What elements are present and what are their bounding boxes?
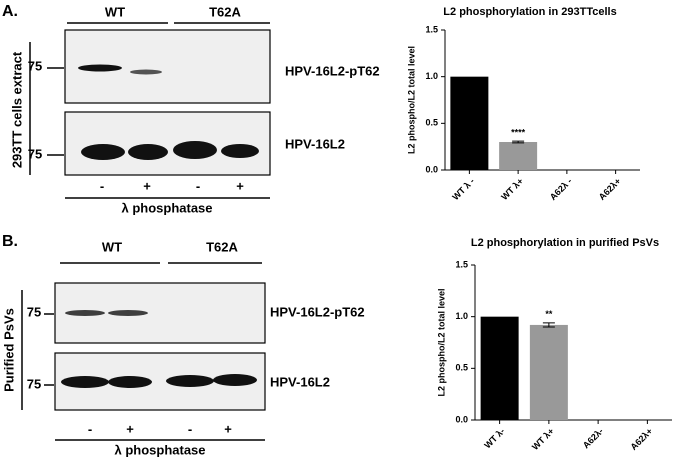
significance: ** <box>545 309 553 319</box>
x-tick-label: A62λ - <box>548 176 574 202</box>
lane-label: + <box>126 421 134 436</box>
y-axis-label: L2 phospho/L2 total level <box>436 288 446 396</box>
y-tick-label: 0.5 <box>455 363 468 373</box>
x-tick-label: A62λ- <box>581 426 605 450</box>
blot-name: HPV-16L2 <box>270 374 330 389</box>
y-tick-label: 0.0 <box>455 414 468 424</box>
lane-label: + <box>224 421 232 436</box>
band <box>166 375 214 387</box>
y-tick-label: 0.5 <box>425 118 438 128</box>
band <box>108 376 152 388</box>
group-label: T62A <box>209 4 241 19</box>
band <box>130 69 162 75</box>
band <box>173 141 217 159</box>
band <box>221 144 259 158</box>
group-label: T62A <box>206 239 238 254</box>
bar <box>499 142 538 170</box>
marker: 75 <box>28 146 42 161</box>
group-label: WT <box>105 4 125 19</box>
band <box>61 376 109 388</box>
significance: **** <box>511 127 526 137</box>
lane-label: - <box>196 178 200 193</box>
side-label: Purified PsVs <box>1 308 16 392</box>
y-tick-label: 0.0 <box>425 164 438 174</box>
x-tick-label: WT λ- <box>482 426 506 450</box>
y-tick-label: 1.0 <box>425 71 438 81</box>
chart-title: L2 phosphorylation in 293TTcells <box>443 6 616 18</box>
band <box>78 64 122 72</box>
x-tick-label: WT λ+ <box>530 426 556 452</box>
group-label: WT <box>102 239 122 254</box>
panel-label: A. <box>2 3 18 20</box>
lane-label: - <box>188 421 192 436</box>
treatment: λ phosphatase <box>121 200 212 215</box>
treatment: λ phosphatase <box>114 442 205 457</box>
band <box>81 144 125 160</box>
x-tick-label: WT λ - <box>450 176 476 202</box>
lane-label: - <box>88 421 92 436</box>
x-tick-label: A62λ+ <box>597 176 623 202</box>
y-tick-label: 1.5 <box>455 259 468 269</box>
y-tick-label: 1.0 <box>455 311 468 321</box>
band <box>213 374 257 386</box>
bar <box>480 316 519 420</box>
band <box>128 144 168 160</box>
marker: 75 <box>27 376 41 391</box>
blot-name: HPV-16L2 <box>285 136 345 151</box>
lane-label: - <box>100 178 104 193</box>
error-bar <box>542 322 555 328</box>
side-label: 293TT cells extract <box>9 51 24 168</box>
x-tick-label: WT λ+ <box>499 176 525 202</box>
blot-name: HPV-16L2-pT62 <box>270 304 365 319</box>
x-tick-label: A62λ+ <box>628 426 654 452</box>
lane-label: + <box>143 178 151 193</box>
y-tick-label: 1.5 <box>425 24 438 34</box>
chart-title: L2 phosphorylation in purified PsVs <box>471 237 659 249</box>
bar <box>529 324 568 420</box>
blot-name: HPV-16L2-pT62 <box>285 63 380 78</box>
bar <box>450 76 489 170</box>
band <box>65 310 105 316</box>
error-bar <box>512 140 525 144</box>
y-axis-label: L2 phospho/L2 total level <box>406 46 416 154</box>
marker: 75 <box>27 304 41 319</box>
marker: 75 <box>28 58 42 73</box>
blot <box>64 111 271 176</box>
lane-label: + <box>236 178 244 193</box>
band <box>108 310 148 316</box>
panel-label: B. <box>2 233 18 250</box>
